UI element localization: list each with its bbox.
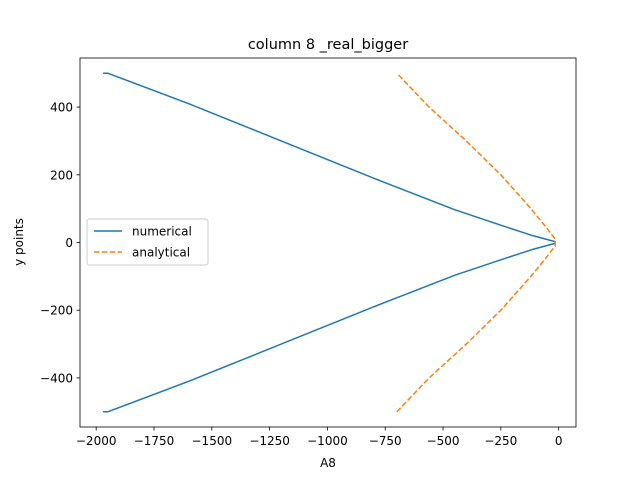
y-tick-label: −200 — [40, 304, 73, 318]
x-tick-label: −500 — [427, 434, 460, 448]
x-tick-label: −750 — [369, 434, 402, 448]
legend-label-numerical: numerical — [132, 225, 192, 239]
x-tick-label: −1000 — [307, 434, 348, 448]
legend-label-analytical: analytical — [132, 246, 190, 260]
y-tick-label: −400 — [40, 371, 73, 385]
x-tick-label: 0 — [555, 434, 563, 448]
x-tick-label: −1750 — [134, 434, 175, 448]
legend: numerical analytical — [86, 218, 209, 266]
x-axis-label: A8 — [320, 456, 336, 470]
chart-title: column 8 _real_bigger — [248, 37, 408, 53]
x-tick-label: −1250 — [249, 434, 290, 448]
y-tick-label: 0 — [65, 236, 73, 250]
x-tick-label: −2000 — [76, 434, 117, 448]
axes: −2000 −1750 −1500 −1250 −1000 −750 −500 −250 0−4… — [40, 57, 577, 448]
x-tick-label: −1500 — [192, 434, 233, 448]
y-tick-label: 200 — [50, 168, 73, 182]
x-tick-label: −250 — [484, 434, 517, 448]
series-line-analytical — [396, 72, 556, 413]
plot-area — [103, 72, 556, 413]
y-axis-label: y points — [12, 218, 26, 266]
y-tick-label: 400 — [50, 101, 73, 115]
